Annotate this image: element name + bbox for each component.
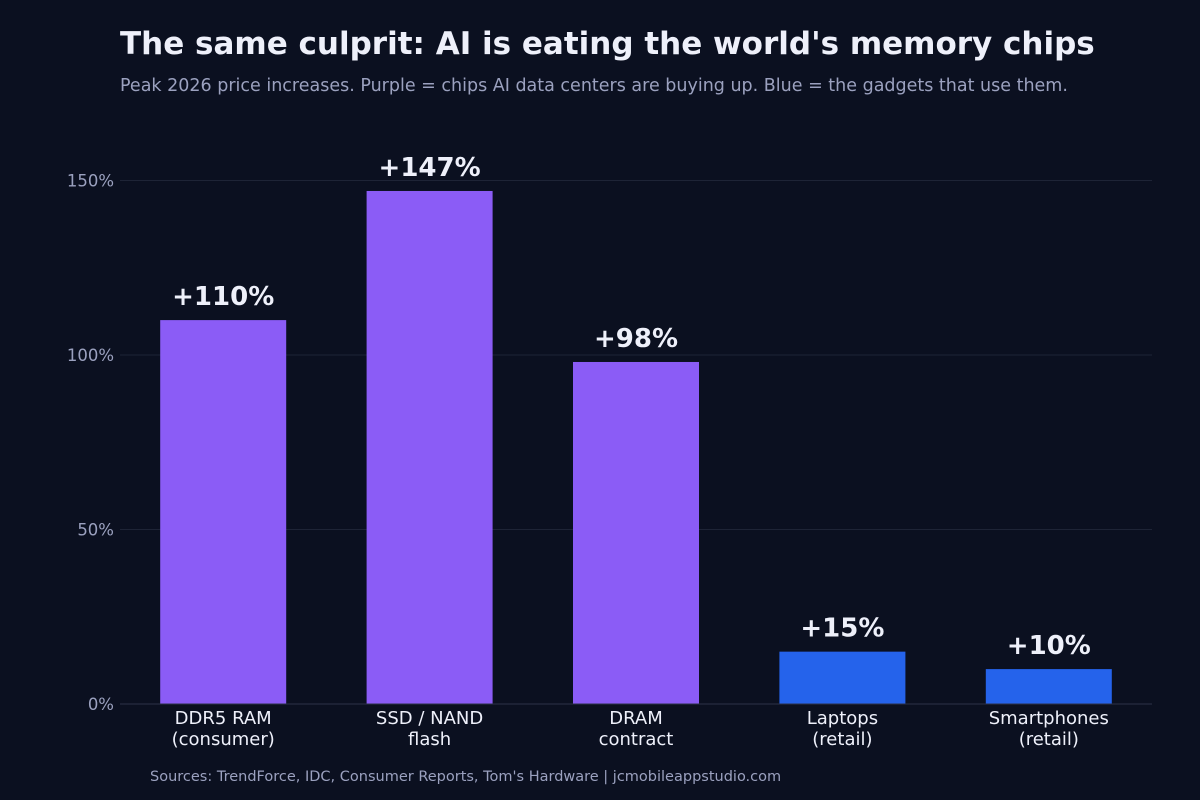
x-tick-label: DDR5 RAM (consumer): [172, 708, 275, 750]
x-axis-ticks: DDR5 RAM (consumer) SSD / NAND flash DRAM con…: [172, 708, 1109, 750]
sources-footer: Sources: TrendForce, IDC, Consumer Repor…: [150, 769, 782, 785]
data-label: +147%: [379, 153, 481, 183]
bar: [160, 320, 287, 704]
y-tick-label: 50%: [77, 521, 114, 540]
x-tick-label: DRAM contract: [599, 708, 674, 750]
data-label: +98%: [594, 324, 678, 354]
bar: [573, 361, 699, 704]
bar: [779, 651, 906, 704]
y-tick-label: 100%: [67, 346, 114, 365]
x-tick-label: SSD / NAND flash: [376, 708, 483, 750]
x-tick-label: Smartphones (retail): [989, 708, 1109, 750]
y-axis-ticks: 0% 50% 100% 150%: [67, 172, 114, 715]
y-tick-label: 0%: [88, 695, 114, 714]
bars: [160, 190, 1112, 705]
data-label: +15%: [800, 614, 884, 644]
chart-subtitle: Peak 2026 price increases. Purple = chip…: [120, 76, 1068, 96]
chart-title: The same culprit: AI is eating the world…: [120, 26, 1095, 62]
y-tick-label: 150%: [67, 172, 114, 191]
bar: [985, 669, 1112, 704]
data-label: +110%: [172, 282, 274, 312]
data-label: +10%: [1007, 631, 1091, 661]
bar: [366, 190, 493, 705]
data-labels: +110% +147% +98% +15% +10%: [172, 153, 1091, 661]
x-tick-label: Laptops (retail): [807, 708, 878, 750]
